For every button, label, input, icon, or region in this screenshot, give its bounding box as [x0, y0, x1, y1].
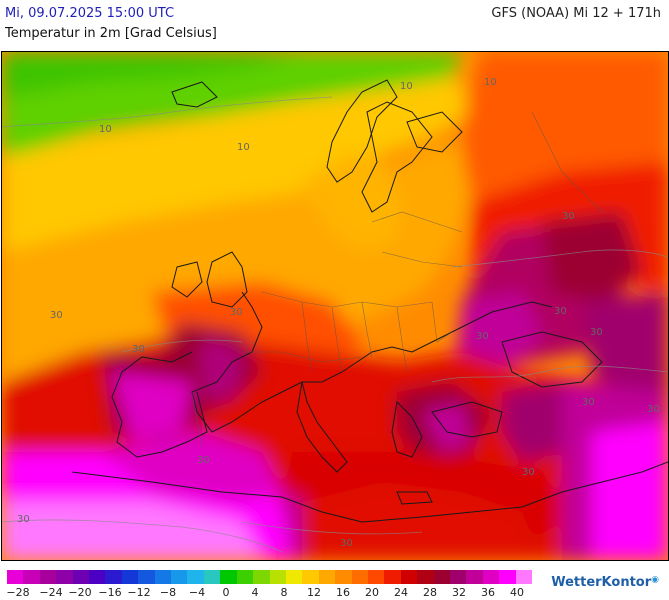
contour-label: 30 — [50, 310, 63, 321]
scale-swatch — [154, 570, 172, 584]
scale-swatch — [367, 570, 385, 584]
scale-label: 8 — [280, 586, 288, 599]
scale-swatch — [121, 570, 139, 584]
scale-swatch — [433, 570, 450, 584]
scale-swatch — [187, 570, 204, 584]
scale-swatch — [269, 570, 286, 584]
contour-label: 10 — [99, 124, 112, 135]
scale-label: 32 — [452, 586, 466, 599]
scale-label: −20 — [68, 586, 92, 599]
scale-label: 40 — [510, 586, 524, 599]
temperature-map: 10 10 10 10 30 30 30 30 30 30 30 30 30 3… — [1, 51, 669, 561]
scale-swatch — [285, 570, 303, 584]
contour-label: 30 — [562, 211, 575, 222]
scale-swatch — [23, 570, 40, 584]
scale-swatch — [39, 570, 57, 584]
scale-label: −12 — [127, 586, 151, 599]
scale-label: −8 — [159, 586, 177, 599]
scale-swatch — [466, 570, 483, 584]
temperature-field: 10 10 10 10 30 30 30 30 30 30 30 30 30 3… — [2, 52, 668, 560]
scale-swatch — [89, 570, 106, 584]
scale-label: 12 — [307, 586, 321, 599]
scale-swatch — [400, 570, 418, 584]
scale-label: 24 — [394, 586, 408, 599]
scale-swatch — [318, 570, 336, 584]
scale-swatch — [482, 570, 500, 584]
scale-label: −4 — [188, 586, 206, 599]
scale-label: 20 — [365, 586, 379, 599]
scale-swatch — [499, 570, 516, 584]
contour-label: 30 — [197, 455, 210, 466]
scale-swatch — [105, 570, 122, 584]
brand-signal-icon: ◉ — [651, 575, 659, 585]
contour-label: 10 — [484, 77, 497, 88]
map-subtitle: Temperatur in 2m [Grad Celsius] — [5, 26, 217, 41]
contour-label: 30 — [647, 404, 660, 415]
contour-label: 30 — [340, 538, 353, 549]
scale-swatch — [236, 570, 254, 584]
isotherms — [2, 96, 668, 553]
brand-name: WetterKontor — [551, 575, 652, 590]
scale-label: 28 — [423, 586, 437, 599]
brand-logo[interactable]: WetterKontor◉ — [551, 575, 659, 590]
contour-label: 10 — [237, 142, 250, 153]
scale-swatch — [417, 570, 434, 584]
scale-swatch — [56, 570, 73, 584]
color-scale-bar — [7, 570, 532, 584]
color-scale-labels: −28 −24 −20 −16 −12 −8 −4 0 4 8 12 16 20… — [0, 586, 560, 600]
scale-label: 4 — [251, 586, 259, 599]
forecast-datetime: Mi, 09.07.2025 15:00 UTC — [5, 6, 175, 21]
scale-label: −24 — [39, 586, 63, 599]
scale-label: −28 — [6, 586, 30, 599]
scale-label: 16 — [336, 586, 350, 599]
scale-swatch — [203, 570, 221, 584]
scale-swatch — [335, 570, 352, 584]
scale-swatch — [384, 570, 401, 584]
scale-swatch — [72, 570, 90, 584]
scale-label: 36 — [481, 586, 495, 599]
contour-label: 30 — [590, 327, 603, 338]
contour-labels: 10 10 10 10 30 30 30 30 30 30 30 30 30 3… — [17, 77, 660, 549]
scale-swatch — [171, 570, 188, 584]
contour-label: 30 — [17, 514, 30, 525]
scale-swatch — [449, 570, 467, 584]
scale-swatch — [351, 570, 368, 584]
scale-label: 0 — [222, 586, 230, 599]
scale-swatch — [138, 570, 155, 584]
contour-label: 30 — [230, 307, 243, 318]
scale-swatch — [220, 570, 237, 584]
model-run-label: GFS (NOAA) Mi 12 + 171h — [491, 6, 661, 21]
scale-swatch — [7, 570, 24, 584]
contour-label: 30 — [132, 344, 145, 355]
coastlines — [71, 79, 668, 523]
contour-label: 30 — [554, 306, 567, 317]
contour-label: 30 — [476, 331, 489, 342]
borders — [191, 111, 603, 448]
contour-label: 30 — [522, 467, 535, 478]
contour-label: 30 — [582, 397, 595, 408]
scale-swatch — [515, 570, 532, 584]
scale-swatch — [302, 570, 319, 584]
contour-label: 10 — [400, 81, 413, 92]
scale-label: −16 — [98, 586, 122, 599]
scale-swatch — [253, 570, 270, 584]
